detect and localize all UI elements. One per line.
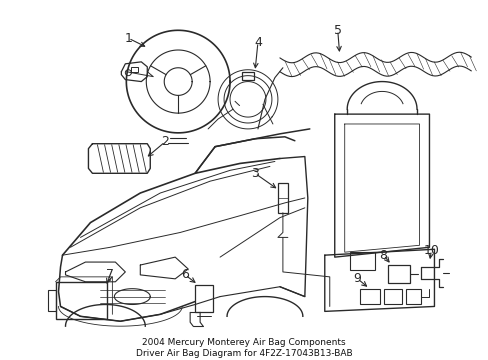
Bar bbox=[195, 285, 213, 312]
Text: 8: 8 bbox=[379, 249, 387, 262]
Bar bbox=[405, 289, 421, 305]
Text: 3: 3 bbox=[250, 167, 258, 180]
Text: 5: 5 bbox=[333, 24, 341, 37]
Text: 2: 2 bbox=[161, 135, 169, 148]
Bar bbox=[131, 67, 138, 72]
Bar bbox=[383, 289, 401, 305]
Text: 1: 1 bbox=[124, 32, 132, 45]
Bar bbox=[349, 252, 374, 270]
Bar bbox=[387, 265, 408, 283]
Bar bbox=[277, 183, 287, 213]
Text: 6: 6 bbox=[181, 269, 189, 282]
Text: 2004 Mercury Monterey Air Bag Components
Driver Air Bag Diagram for 4F2Z-17043B1: 2004 Mercury Monterey Air Bag Components… bbox=[135, 338, 351, 357]
Text: 10: 10 bbox=[423, 244, 439, 257]
Bar bbox=[242, 72, 253, 80]
Bar bbox=[359, 289, 379, 305]
Text: 7: 7 bbox=[106, 269, 114, 282]
Bar bbox=[47, 290, 56, 311]
Text: 9: 9 bbox=[353, 272, 361, 285]
Bar bbox=[56, 282, 107, 319]
Text: 4: 4 bbox=[253, 36, 262, 49]
